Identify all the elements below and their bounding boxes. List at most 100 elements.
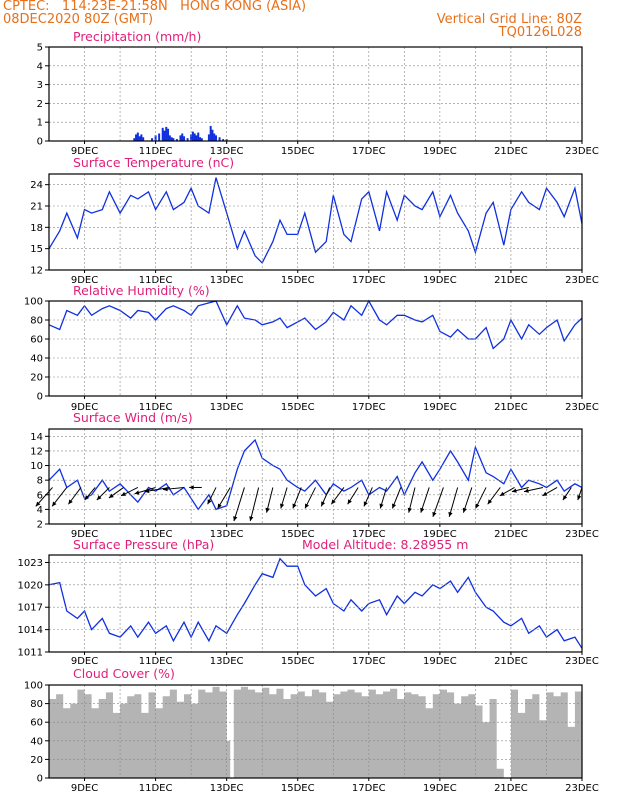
temp-xtick-label: 15DEC — [281, 275, 315, 286]
precip-bar — [168, 135, 171, 141]
wind-arrow-shaft — [233, 487, 245, 522]
pressure-xtick-label: 11DEC — [139, 656, 173, 667]
wind-ytick-label: 14 — [30, 432, 43, 443]
cloud-area — [49, 686, 582, 778]
wind-arrow-head — [121, 491, 126, 496]
temp-ytick-label: 24 — [30, 180, 43, 191]
rh-frame — [48, 300, 583, 397]
rh-xtick-label: 15DEC — [281, 402, 315, 413]
precip-bar — [158, 133, 161, 141]
precip-ytick-label: 0 — [37, 137, 43, 148]
precip-bar — [190, 134, 193, 141]
rh-xtick-label: 9DEC — [71, 402, 98, 413]
wind-arrow-head — [379, 503, 384, 509]
pressure-xtick-label: 15DEC — [281, 656, 315, 667]
wind-arrow-head — [144, 488, 150, 494]
wind-arrow-head — [134, 490, 140, 495]
wind-panel: 2 4 6 8 10 12 14 9DEC 11DEC 13DEC 15DEC 17DEC 19DEC 2… — [30, 410, 599, 540]
cloud-xtick-label: 21DEC — [494, 783, 528, 794]
pressure-xtick-label: 17DEC — [352, 656, 386, 667]
rh-xtick-label: 13DEC — [210, 402, 244, 413]
wind-xtick-label: 13DEC — [210, 529, 244, 540]
wind-ytick-label: 4 — [37, 505, 43, 516]
wind-xtick-label: 17DEC — [352, 529, 386, 540]
precip-bar — [183, 136, 186, 141]
wind-arrows — [35, 485, 583, 522]
precip-title: Precipitation (mm/h) — [73, 29, 201, 44]
cloud-ytick-label: 20 — [30, 755, 43, 766]
precip-xtick-label: 15DEC — [281, 146, 315, 157]
pressure-title: Surface Pressure (hPa) — [73, 537, 214, 552]
temp-frame — [48, 173, 583, 271]
wind-arrow-head — [392, 503, 397, 509]
temp-panel: 12 15 18 21 24 9DEC 11DEC 13DEC 15DEC 17DEC 19DEC 2… — [30, 155, 599, 286]
cloud-xtick-label: 13DEC — [210, 783, 244, 794]
precip-ytick-label: 1 — [37, 118, 43, 129]
wind-arrow-shaft — [432, 487, 444, 518]
precip-bar — [199, 137, 202, 141]
precip-xtick-label: 23DEC — [565, 146, 599, 157]
wind-series-line — [48, 438, 583, 511]
cloud-title: Cloud Cover (%) — [73, 666, 175, 681]
cloud-ytick-label: 80 — [30, 699, 43, 710]
wind-ytick-label: 2 — [37, 520, 43, 531]
wind-xtick-label: 21DEC — [494, 529, 528, 540]
wind-arrow-head — [321, 501, 326, 507]
precip-bar — [179, 135, 182, 141]
cloud-ytick-label: 100 — [24, 681, 43, 692]
header-right-line1: Vertical Grid Line: 80Z — [436, 12, 582, 27]
precip-bar — [138, 136, 141, 141]
wind-arrow-head — [487, 499, 493, 505]
precip-bar — [186, 138, 189, 141]
rh-panel: 0 20 40 60 80 100 9DEC 11DEC 13DEC 15DEC 17DEC 19DE… — [24, 283, 599, 413]
rh-xtick-label: 17DEC — [352, 402, 386, 413]
wind-arrow-head — [305, 503, 309, 509]
header-left-line1: CPTEC: 114:23E-21:58N HONG KONG (ASIA) — [3, 0, 307, 14]
cloud-xtick-label: 17DEC — [352, 783, 386, 794]
rh-ytick-label: 20 — [30, 373, 43, 384]
precip-bar — [209, 125, 212, 141]
wind-arrow-head — [233, 516, 238, 522]
precip-ytick-label: 2 — [37, 99, 43, 110]
precip-bar — [133, 138, 136, 141]
cloud-ytick-label: 60 — [30, 718, 43, 729]
precip-bar — [213, 133, 216, 141]
wind-arrow-head — [363, 501, 368, 507]
wind-arrow-head — [331, 499, 336, 505]
precip-bar — [207, 134, 210, 141]
pressure-subtitle: Model Altitude: 8.28955 m — [302, 537, 468, 552]
temp-series-line — [48, 177, 583, 264]
wind-arrow-head — [577, 495, 582, 501]
pressure-panel: 1011 1014 1017 1020 1023 9DEC 11DEC 13DEC 15DEC 1… — [18, 537, 599, 667]
precip-panel: 0 1 2 3 4 5 9DEC 11DEC 13DEC 15DEC 17DEC 19DEC 21DEC… — [37, 29, 599, 157]
precip-bar — [181, 133, 184, 141]
precip-bar — [193, 133, 196, 141]
pressure-xtick-label: 23DEC — [565, 656, 599, 667]
precip-bar — [167, 128, 170, 141]
precip-xtick-label: 9DEC — [71, 146, 98, 157]
cloud-ytick-label: 0 — [37, 774, 43, 785]
wind-title: Surface Wind (m/s) — [73, 410, 193, 425]
wind-arrow-head — [432, 511, 437, 517]
cloud-panel: 0 20 40 60 80 100 9DEC 11DEC 13DEC 15DEC 17DEC 19DE… — [24, 666, 599, 794]
temp-title: Surface Temperature (nC) — [73, 155, 234, 170]
wind-arrow-head — [68, 499, 73, 505]
precip-xtick-label: 21DEC — [494, 146, 528, 157]
temp-xtick-label: 13DEC — [210, 275, 244, 286]
temp-xtick-label: 11DEC — [139, 275, 173, 286]
wind-arrow-head — [96, 495, 102, 501]
wind-arrow-head — [35, 501, 41, 507]
precip-bar — [215, 135, 218, 141]
temp-xtick-label: 23DEC — [565, 275, 599, 286]
pressure-ytick-label: 1020 — [18, 580, 43, 591]
temp-xtick-label: 21DEC — [494, 275, 528, 286]
precip-xtick-label: 19DEC — [423, 146, 457, 157]
rh-xtick-label: 21DEC — [494, 402, 528, 413]
cloud-xtick-label: 9DEC — [71, 783, 98, 794]
precip-bar — [222, 139, 225, 141]
wind-arrow-head — [475, 503, 480, 509]
temp-xtick-label: 9DEC — [71, 275, 98, 286]
wind-arrow-head — [189, 485, 194, 490]
precip-bar — [170, 137, 173, 141]
